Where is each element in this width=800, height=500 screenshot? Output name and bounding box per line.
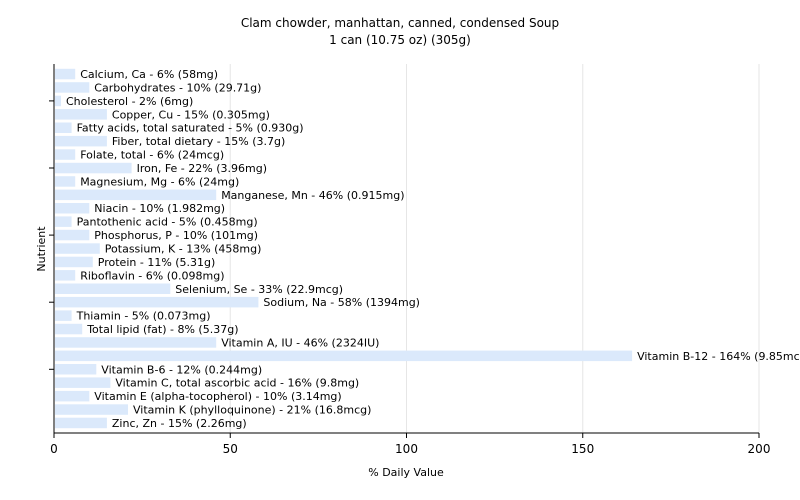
bar bbox=[55, 270, 76, 281]
bar bbox=[55, 390, 90, 402]
bar-label: Carbohydrates - 10% (29.71g) bbox=[94, 82, 261, 95]
bar bbox=[55, 135, 107, 147]
bar-label: Sodium, Na - 58% (1394mg) bbox=[263, 296, 420, 309]
bar bbox=[55, 176, 76, 187]
bar-label: Niacin - 10% (1.982mg) bbox=[94, 202, 225, 215]
gridlines bbox=[229, 64, 760, 433]
x-axis-title: % Daily Value bbox=[368, 466, 444, 479]
x-tick-label: 50 bbox=[223, 442, 238, 456]
bar bbox=[55, 109, 107, 120]
bar-label: Copper, Cu - 15% (0.305mg) bbox=[112, 108, 270, 121]
bar-label: Magnesium, Mg - 6% (24mg) bbox=[80, 175, 239, 188]
bar bbox=[55, 203, 90, 214]
bar bbox=[55, 82, 90, 93]
bar bbox=[55, 377, 111, 388]
bar bbox=[55, 296, 259, 308]
bar-label: Vitamin B-12 - 164% (9.85mcg) bbox=[637, 350, 800, 363]
bar bbox=[55, 323, 83, 335]
bar-label: Vitamin K (phylloquinone) - 21% (16.8mcg… bbox=[133, 404, 371, 417]
bar-label: Total lipid (fat) - 8% (5.37g) bbox=[86, 323, 238, 336]
bar bbox=[55, 364, 97, 375]
bar bbox=[55, 283, 171, 294]
bar bbox=[55, 229, 90, 241]
bar-label: Pantothenic acid - 5% (0.458mg) bbox=[77, 216, 258, 229]
bar bbox=[55, 404, 128, 415]
bar-label: Riboflavin - 6% (0.098mg) bbox=[80, 269, 224, 282]
bar-label: Phosphorus, P - 10% (101mg) bbox=[94, 229, 258, 242]
chart-title: Clam chowder, manhattan, canned, condens… bbox=[241, 16, 559, 30]
bar-label: Folate, total - 6% (24mcg) bbox=[80, 149, 224, 162]
bar-label: Vitamin B-6 - 12% (0.244mg) bbox=[101, 363, 262, 376]
bar bbox=[55, 310, 72, 321]
bar bbox=[55, 68, 76, 80]
bar bbox=[55, 162, 132, 174]
y-axis-title: Nutrient bbox=[35, 226, 48, 272]
bar-label: Selenium, Se - 33% (22.9mcg) bbox=[175, 283, 343, 296]
bar-label: Vitamin C, total ascorbic acid - 16% (9.… bbox=[115, 377, 359, 390]
x-tick-label: 200 bbox=[748, 442, 771, 456]
bar-label: Iron, Fe - 22% (3.96mg) bbox=[137, 162, 267, 175]
x-tick-label: 0 bbox=[50, 442, 58, 456]
bar-label: Cholesterol - 2% (6mg) bbox=[66, 95, 193, 108]
bar-label: Fiber, total dietary - 15% (3.7g) bbox=[112, 135, 285, 148]
bar-label: Protein - 11% (5.31g) bbox=[98, 256, 216, 269]
bar-label: Thiamin - 5% (0.073mg) bbox=[76, 310, 211, 323]
bars: Calcium, Ca - 6% (58mg)Carbohydrates - 1… bbox=[55, 68, 800, 430]
bar bbox=[55, 189, 217, 201]
bar-label: Manganese, Mn - 46% (0.915mg) bbox=[221, 189, 404, 202]
bar bbox=[55, 95, 61, 107]
x-tick-label: 150 bbox=[571, 442, 594, 456]
bar-label: Potassium, K - 13% (458mg) bbox=[105, 243, 262, 256]
bar-label: Fatty acids, total saturated - 5% (0.930… bbox=[77, 122, 304, 135]
bar bbox=[55, 337, 217, 348]
x-tick-label: 100 bbox=[395, 442, 418, 456]
bar-label: Vitamin E (alpha-tocopherol) - 10% (3.14… bbox=[94, 390, 341, 403]
bar-label: Calcium, Ca - 6% (58mg) bbox=[80, 68, 218, 81]
bar bbox=[55, 122, 72, 133]
bar bbox=[55, 350, 633, 362]
bar-label: Vitamin A, IU - 46% (2324IU) bbox=[221, 336, 379, 349]
chart-subtitle: 1 can (10.75 oz) (305g) bbox=[329, 33, 471, 47]
bar bbox=[55, 417, 107, 429]
bar bbox=[55, 243, 100, 254]
bar bbox=[55, 256, 93, 268]
bar-label: Zinc, Zn - 15% (2.26mg) bbox=[112, 417, 247, 430]
bar bbox=[55, 149, 76, 160]
axes: 0 50 100 150 200 bbox=[49, 64, 770, 456]
bar bbox=[55, 216, 72, 227]
